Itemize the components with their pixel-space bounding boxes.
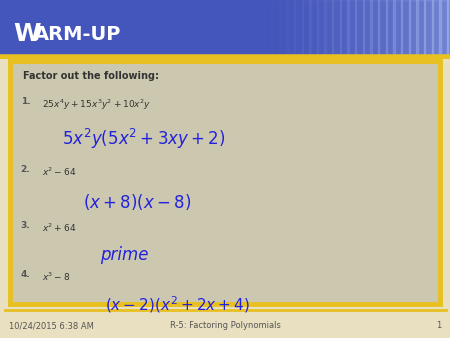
Bar xyxy=(340,0,349,59)
Bar xyxy=(378,0,387,59)
Text: 1.: 1. xyxy=(21,97,30,106)
Bar xyxy=(225,0,234,59)
FancyBboxPatch shape xyxy=(10,61,440,304)
Bar xyxy=(286,0,295,59)
Bar xyxy=(370,0,379,59)
Bar xyxy=(248,0,257,59)
Bar xyxy=(332,0,341,59)
Bar xyxy=(279,0,288,59)
Bar xyxy=(233,0,242,59)
Text: 10/24/2015 6:38 AM: 10/24/2015 6:38 AM xyxy=(9,321,94,330)
Bar xyxy=(294,0,303,59)
Bar xyxy=(363,0,372,59)
Bar xyxy=(317,0,326,59)
Bar xyxy=(271,0,280,59)
Bar xyxy=(409,0,418,59)
Bar xyxy=(309,0,318,59)
Text: 4.: 4. xyxy=(21,270,31,279)
Text: $(x-2)(x^2+2x+4)$: $(x-2)(x^2+2x+4)$ xyxy=(104,294,249,315)
Text: $x^2+64$: $x^2+64$ xyxy=(42,221,76,234)
Bar xyxy=(263,0,272,59)
Text: Factor out the following:: Factor out the following: xyxy=(23,71,159,80)
Bar xyxy=(424,0,433,59)
Text: $5x^2y(5x^2+3xy+2)$: $5x^2y(5x^2+3xy+2)$ xyxy=(62,126,225,151)
Bar xyxy=(324,0,333,59)
Bar xyxy=(447,0,450,59)
Bar xyxy=(256,0,265,59)
Text: $25x^4y+15x^3y^2+10x^2y$: $25x^4y+15x^3y^2+10x^2y$ xyxy=(42,97,151,112)
Text: W: W xyxy=(14,22,41,46)
Text: 1: 1 xyxy=(436,321,441,330)
Text: 2.: 2. xyxy=(21,166,30,174)
Bar xyxy=(432,0,441,59)
Bar xyxy=(416,0,425,59)
Text: R-5: Factoring Polynomials: R-5: Factoring Polynomials xyxy=(170,321,280,330)
Text: 3.: 3. xyxy=(21,221,30,231)
Text: $x^3-8$: $x^3-8$ xyxy=(42,270,71,283)
Text: $(x+8)(x-8)$: $(x+8)(x-8)$ xyxy=(83,192,191,212)
Text: prime: prime xyxy=(100,246,149,264)
Bar xyxy=(355,0,364,59)
Text: $x^2-64$: $x^2-64$ xyxy=(42,166,76,178)
Bar xyxy=(401,0,410,59)
Bar xyxy=(439,0,448,59)
Bar xyxy=(302,0,310,59)
Bar xyxy=(386,0,395,59)
Bar xyxy=(240,0,249,59)
Bar xyxy=(347,0,356,59)
Text: ARM-UP: ARM-UP xyxy=(34,25,121,44)
Bar xyxy=(393,0,402,59)
